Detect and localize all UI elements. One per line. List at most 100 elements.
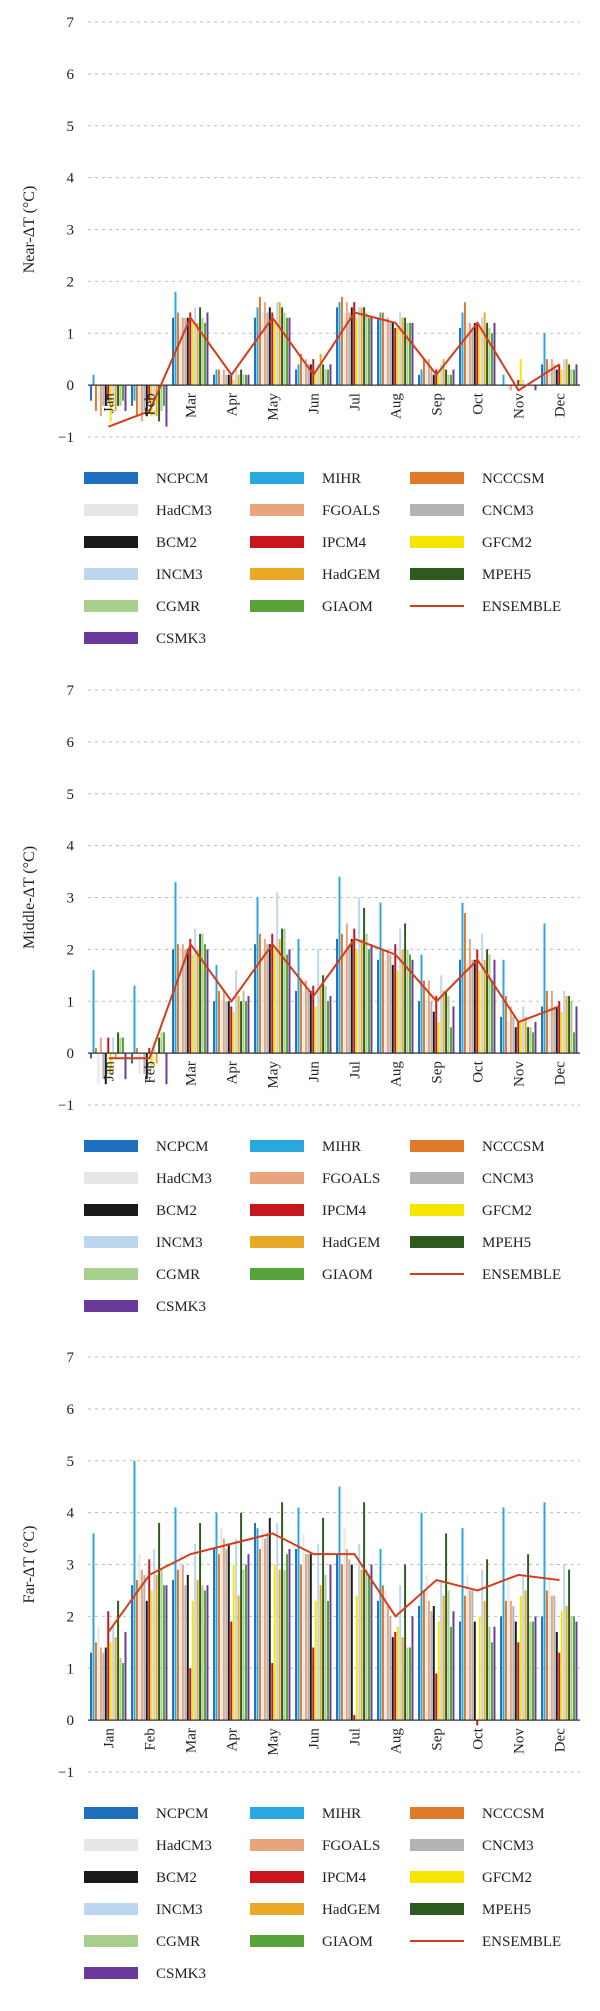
- bar: [189, 1668, 192, 1721]
- bar: [379, 1548, 382, 1721]
- bar: [97, 1053, 100, 1085]
- bar: [507, 1022, 510, 1054]
- bar: [461, 1528, 464, 1721]
- legend-entry: BCM2: [84, 1870, 197, 1886]
- bar: [519, 1595, 522, 1721]
- bar: [432, 1606, 435, 1721]
- bar: [360, 1569, 363, 1721]
- bar: [396, 970, 399, 1054]
- legend-swatch: [250, 1204, 304, 1216]
- bar: [160, 1569, 163, 1721]
- bar: [254, 944, 257, 1054]
- bar: [517, 1022, 520, 1054]
- bar: [160, 1032, 163, 1054]
- legend-swatch: [250, 600, 304, 612]
- bar: [422, 980, 425, 1054]
- bar: [336, 939, 339, 1054]
- bar: [122, 1663, 124, 1721]
- bar: [135, 385, 138, 417]
- bar: [322, 364, 325, 386]
- x-tick-label: May: [266, 1061, 282, 1089]
- bar: [155, 1574, 158, 1721]
- bar: [329, 996, 332, 1054]
- bar: [235, 369, 238, 386]
- legend-entry: NCCCSM: [410, 1806, 545, 1822]
- bar: [437, 1022, 440, 1054]
- legend-label: NCPCM: [156, 1806, 209, 1822]
- y-tick-label: 0: [67, 1046, 75, 1062]
- bar: [461, 902, 464, 1054]
- bar: [273, 1564, 276, 1721]
- bar: [102, 385, 105, 406]
- bar: [104, 1053, 107, 1085]
- y-tick-label: 7: [67, 683, 75, 699]
- bar: [512, 1606, 515, 1721]
- legend-label: BCM2: [156, 535, 197, 551]
- bar: [418, 1606, 421, 1721]
- legend-entry: HadCM3: [84, 1171, 212, 1187]
- bar: [99, 1647, 102, 1721]
- bar: [299, 1564, 302, 1721]
- bar: [568, 364, 571, 386]
- legend-swatch: [410, 1807, 464, 1819]
- legend-swatch: [410, 472, 464, 484]
- legend-entry: CGMR: [84, 599, 200, 615]
- bar: [560, 1011, 563, 1054]
- bar: [266, 944, 269, 1054]
- legend-label: BCM2: [156, 1870, 197, 1886]
- bar: [459, 959, 462, 1054]
- bar: [172, 317, 175, 386]
- bar: [186, 1574, 189, 1721]
- bar: [309, 1554, 312, 1721]
- legend-swatch: [250, 1172, 304, 1184]
- bar: [565, 359, 568, 386]
- chart-panel-1: −1 0 1 2 3 4 5 6 7 Near-ΔT (°C) Jan Feb Mar Apr May Jun…: [21, 15, 580, 647]
- y-tick-label: 4: [67, 171, 75, 187]
- bar: [179, 1554, 182, 1721]
- bar: [90, 1652, 93, 1721]
- bar: [553, 1006, 556, 1054]
- x-tick-label: Jun: [307, 1061, 323, 1082]
- x-tick-label: Jan: [102, 1061, 118, 1081]
- bar: [174, 291, 177, 386]
- bar: [488, 328, 491, 386]
- legend-label: GIAOM: [322, 599, 373, 615]
- bar: [343, 949, 346, 1054]
- bar: [430, 1001, 433, 1054]
- bar: [575, 1006, 578, 1054]
- x-tick-label: Feb: [143, 1061, 159, 1084]
- bar: [491, 1642, 493, 1721]
- bar: [237, 996, 240, 1054]
- bar: [504, 996, 507, 1054]
- legend-label: HadGEM: [322, 567, 380, 583]
- bar: [394, 1631, 397, 1721]
- bar: [363, 1502, 366, 1721]
- bar: [158, 1523, 161, 1721]
- bar: [138, 1053, 141, 1074]
- bar: [319, 1585, 322, 1721]
- legend-swatch: [84, 632, 138, 644]
- bar: [172, 949, 175, 1054]
- legend-entry: IPCM4: [250, 1870, 367, 1886]
- x-tick-label: Dec: [553, 393, 569, 417]
- bar: [553, 1595, 556, 1721]
- bar: [461, 312, 464, 386]
- legend-swatch: [250, 1268, 304, 1280]
- bar: [314, 1600, 317, 1721]
- bar: [217, 1554, 220, 1721]
- bar: [440, 364, 443, 386]
- legend-entry: MPEH5: [410, 1235, 531, 1251]
- x-tick-label: Nov: [512, 1728, 528, 1754]
- bar: [114, 385, 117, 412]
- bar: [336, 1554, 339, 1721]
- bar: [399, 312, 402, 386]
- bar: [534, 1022, 537, 1054]
- legend-label: INCM3: [156, 1235, 203, 1251]
- bar: [381, 1585, 384, 1721]
- bar: [355, 1595, 358, 1721]
- bar: [150, 1590, 153, 1721]
- bar: [573, 369, 575, 386]
- y-tick-label: 2: [67, 1609, 75, 1625]
- bar: [447, 374, 450, 386]
